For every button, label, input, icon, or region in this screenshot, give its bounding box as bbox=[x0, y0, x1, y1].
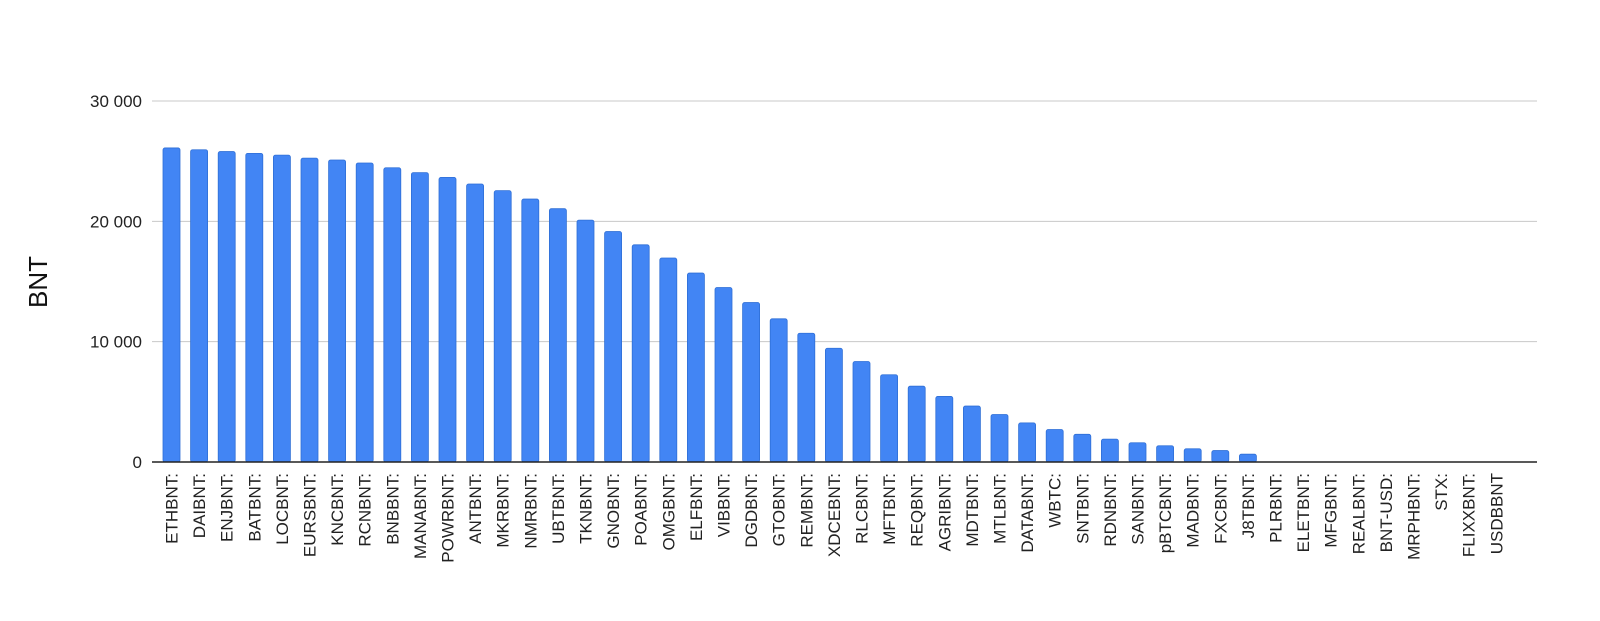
bar bbox=[990, 414, 1009, 463]
bar bbox=[1211, 450, 1230, 463]
bar bbox=[328, 159, 347, 463]
bar bbox=[631, 244, 650, 463]
x-category-label: SANBNT: bbox=[1129, 473, 1148, 545]
x-category-label: pBTCBNT: bbox=[1156, 473, 1175, 553]
x-category-label: BATBNT: bbox=[245, 473, 264, 542]
bar bbox=[659, 257, 678, 463]
bar bbox=[742, 302, 760, 463]
x-category-label: MRPHBNT: bbox=[1405, 473, 1424, 560]
bar bbox=[714, 287, 733, 463]
y-axis-title: BNT bbox=[23, 256, 53, 308]
bar bbox=[300, 157, 319, 463]
bar bbox=[383, 167, 402, 463]
x-category-label: MFGBNT: bbox=[1322, 473, 1341, 548]
bar bbox=[521, 198, 540, 463]
x-category-label: OMGBNT: bbox=[659, 473, 678, 550]
y-axis-ticks: 0 10 000 20 000 30 000 bbox=[90, 92, 142, 472]
bar bbox=[797, 332, 816, 463]
bar bbox=[438, 177, 457, 463]
bar bbox=[1045, 429, 1064, 463]
y-tick-label: 0 bbox=[133, 453, 142, 472]
x-category-label: ELETBNT: bbox=[1294, 473, 1313, 552]
bar bbox=[217, 151, 236, 463]
x-category-label: MDTBNT: bbox=[963, 473, 982, 547]
x-category-label: GNOBNT: bbox=[604, 473, 623, 549]
bar bbox=[1128, 442, 1147, 463]
y-tick-label: 30 000 bbox=[90, 92, 142, 111]
x-category-label: FXCBNT: bbox=[1211, 473, 1230, 544]
bar bbox=[769, 318, 788, 463]
bar bbox=[190, 149, 209, 463]
gridlines bbox=[152, 100, 1537, 343]
bar bbox=[466, 183, 485, 463]
x-axis-labels: ETHBNT: DAIBNT: ENJBNT: BATBNT: LOCBNT: EURSB… bbox=[163, 473, 1507, 563]
x-category-label: ANTBNT: bbox=[466, 473, 485, 544]
x-category-label: J8TBNT: bbox=[1239, 473, 1258, 538]
x-category-label: STX: bbox=[1432, 473, 1451, 511]
bar bbox=[907, 385, 926, 463]
x-category-label: LOCBNT: bbox=[273, 473, 292, 545]
bar bbox=[576, 219, 595, 463]
bar bbox=[1239, 453, 1257, 463]
bar bbox=[493, 190, 512, 463]
bar bbox=[1018, 422, 1036, 463]
x-category-label: NMRBNT: bbox=[521, 473, 540, 549]
x-category-label: MADBNT: bbox=[1184, 473, 1203, 548]
x-category-label: REQBNT: bbox=[908, 473, 927, 547]
x-category-label: BNT-USD: bbox=[1377, 473, 1396, 552]
bar bbox=[162, 147, 181, 463]
x-category-label: MANABNT: bbox=[411, 473, 430, 559]
x-category-label: KNCBNT: bbox=[328, 473, 347, 546]
x-category-label: DAIBNT: bbox=[190, 473, 209, 538]
x-category-label: AGRIBNT: bbox=[935, 473, 954, 551]
bars bbox=[162, 147, 1257, 463]
bar bbox=[1183, 448, 1202, 463]
bar bbox=[1156, 445, 1174, 463]
bar bbox=[410, 172, 429, 463]
x-category-label: REALBNT: bbox=[1349, 473, 1368, 554]
x-category-label: RCNBNT: bbox=[356, 473, 375, 547]
x-category-label: PLRBNT: bbox=[1267, 473, 1286, 543]
x-category-label: MTLBNT: bbox=[991, 473, 1010, 544]
x-category-label: BNBBNT: bbox=[383, 473, 402, 545]
x-category-label: UBTBNT: bbox=[549, 473, 568, 544]
x-category-label: MKRBNT: bbox=[494, 473, 513, 548]
x-category-label: SNTBNT: bbox=[1073, 473, 1092, 544]
x-category-label: ELFBNT: bbox=[687, 473, 706, 541]
x-category-label: FLIXXBNT: bbox=[1460, 473, 1479, 557]
bar bbox=[245, 152, 264, 463]
x-category-label: RLCBNT: bbox=[853, 473, 872, 544]
x-category-label: DGDBNT: bbox=[742, 473, 761, 548]
bar bbox=[687, 272, 705, 463]
x-category-label: DATABNT: bbox=[1018, 473, 1037, 553]
x-category-label: ENJBNT: bbox=[218, 473, 237, 542]
x-category-label: EURSBNT: bbox=[301, 473, 320, 557]
x-category-label: GTOBNT: bbox=[770, 473, 789, 546]
x-category-label: MFTBNT: bbox=[880, 473, 899, 545]
x-category-label: TKNBNT: bbox=[577, 473, 596, 544]
x-category-label: WBTC: bbox=[1046, 473, 1065, 528]
x-category-label: POWRBNT: bbox=[439, 473, 458, 563]
x-category-label: VIBBNT: bbox=[715, 473, 734, 537]
x-category-label: ETHBNT: bbox=[163, 473, 182, 544]
bar bbox=[963, 405, 981, 463]
bar bbox=[355, 162, 374, 463]
bar bbox=[935, 396, 954, 463]
bar bbox=[1073, 433, 1092, 463]
bar bbox=[852, 361, 871, 463]
bar bbox=[272, 154, 291, 463]
x-category-label: RDNBNT: bbox=[1101, 473, 1120, 547]
x-category-label: REMBNT: bbox=[797, 473, 816, 548]
x-category-label: XDCEBNT: bbox=[825, 473, 844, 557]
y-tick-label: 10 000 bbox=[90, 333, 142, 352]
bar bbox=[604, 231, 622, 463]
bar bbox=[825, 347, 843, 463]
bar bbox=[1101, 438, 1119, 463]
bar bbox=[880, 374, 898, 463]
x-category-label: POABNT: bbox=[632, 473, 651, 546]
x-category-label: USDBBNT bbox=[1487, 473, 1506, 554]
y-tick-label: 20 000 bbox=[90, 212, 142, 231]
bar bbox=[549, 208, 567, 463]
